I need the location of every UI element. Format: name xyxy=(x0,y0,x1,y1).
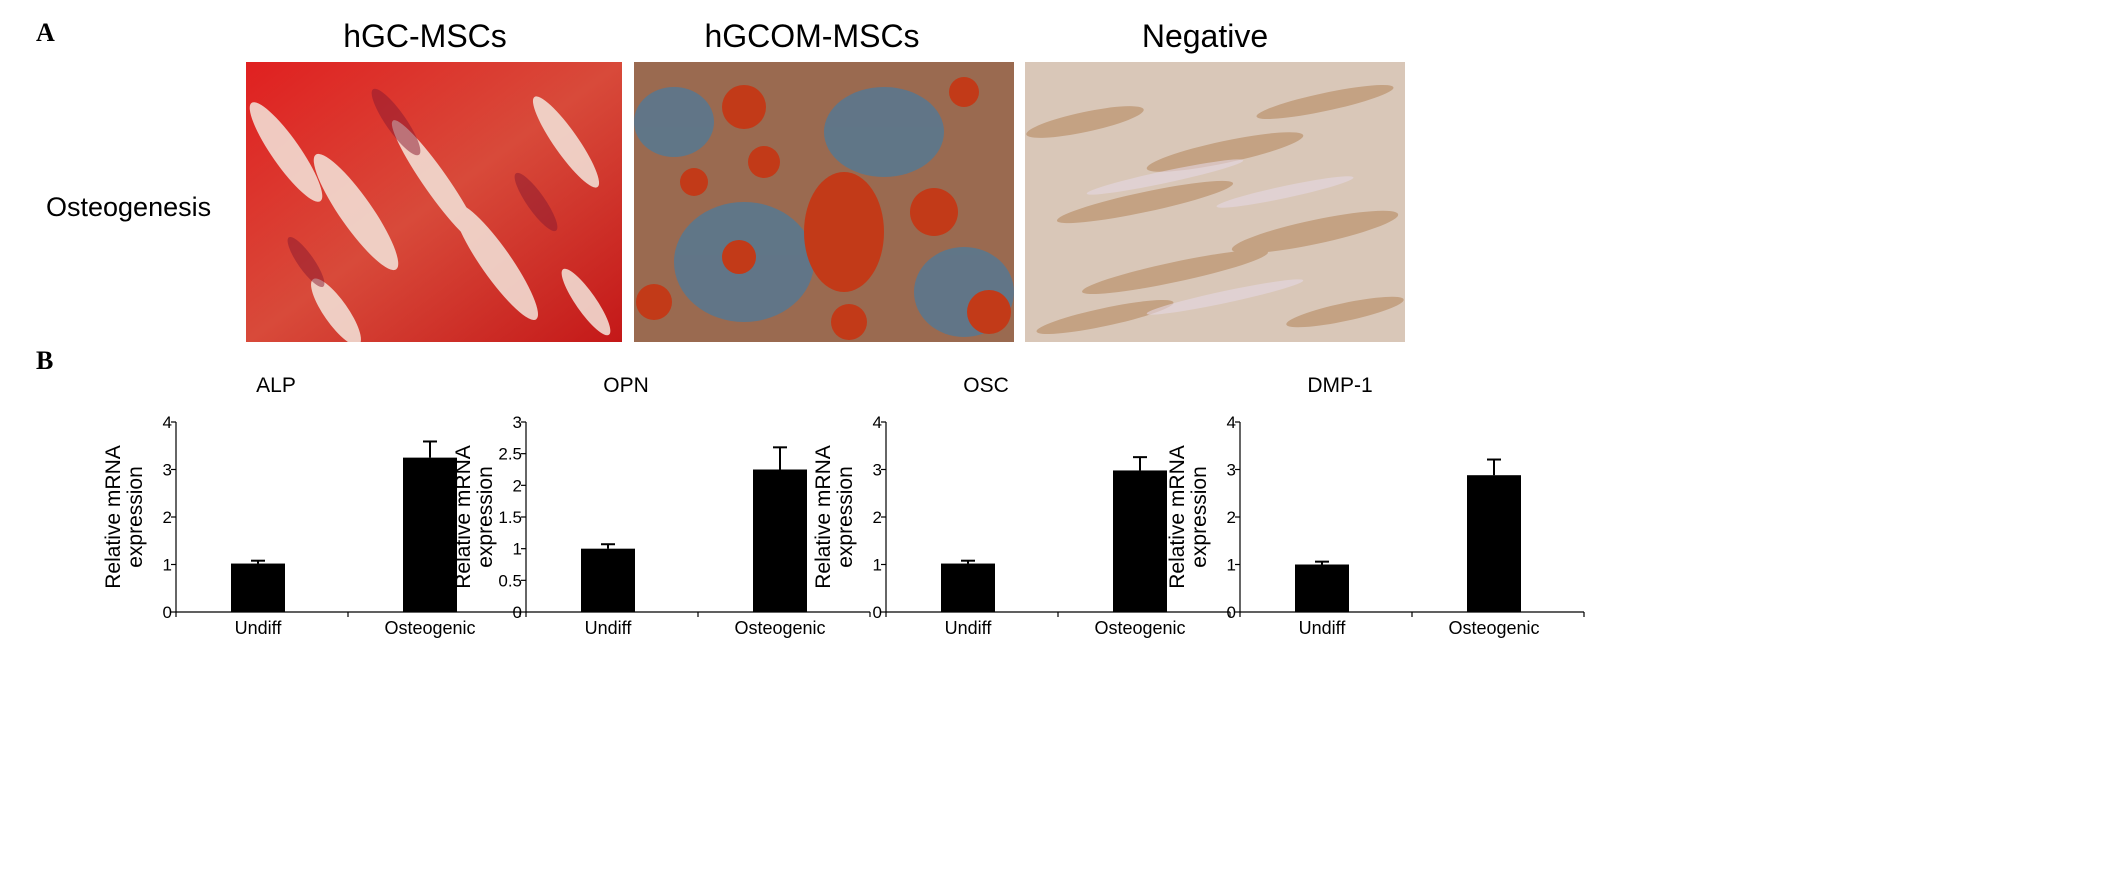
panel-b-letter: B xyxy=(36,346,54,375)
chart-title: OSC xyxy=(963,374,1009,397)
chart-alp: ALP Relative mRNA expression 0 1 2 3 4 Undiff Ost… xyxy=(100,360,521,660)
chart-title: ALP xyxy=(256,374,296,397)
x-category-label: Undiff xyxy=(1299,618,1347,638)
y-tick-label: 3 xyxy=(1227,461,1236,480)
y-tick-label: 0 xyxy=(873,603,882,622)
bar-osteogenic xyxy=(753,469,807,612)
y-tick-label: 2 xyxy=(163,508,172,527)
micrograph-negative xyxy=(1025,62,1405,342)
column-title-negative: Negative xyxy=(1141,18,1269,54)
y-axis-label-line: Relative mRNA xyxy=(452,445,475,589)
y-axis-label: Relative mRNA expression xyxy=(102,445,147,589)
chart-title: DMP-1 xyxy=(1307,374,1372,397)
chart-opn: OPN Relative mRNA expression 0 0.5 1 1.5 2 2.5 3 U… xyxy=(450,360,871,660)
y-tick-label: 3 xyxy=(873,461,882,480)
y-axis-label: Relative mRNA expression xyxy=(1166,445,1211,589)
y-tick-label: 1 xyxy=(513,540,522,559)
x-category-label: Osteogenic xyxy=(1094,618,1185,638)
y-tick-label: 0 xyxy=(513,603,522,622)
y-axis-label-line: Relative mRNA xyxy=(102,445,125,589)
y-axis-label-line: Relative mRNA xyxy=(812,445,835,589)
chart-dmp-1-svg: DMP-1 Relative mRNA expression 0 1 2 3 4 Undiff O… xyxy=(1166,374,1585,638)
y-tick-label: 3 xyxy=(163,461,172,480)
y-tick-label: 1 xyxy=(873,556,882,575)
panel-a-letter: A xyxy=(36,18,55,47)
micrograph-hgc-mscs xyxy=(246,62,622,342)
bar-osteogenic xyxy=(1467,475,1521,612)
y-tick-label: 1 xyxy=(1227,556,1236,575)
y-tick-label: 0 xyxy=(163,603,172,622)
y-axis-label: Relative mRNA expression xyxy=(452,445,497,589)
y-tick-label: 2.5 xyxy=(498,445,522,464)
x-category-label: Osteogenic xyxy=(1448,618,1539,638)
bar-undiff xyxy=(941,563,995,612)
x-category-label: Osteogenic xyxy=(734,618,825,638)
y-tick-label: 4 xyxy=(1227,413,1236,432)
micrograph-hgcom-mscs xyxy=(634,62,1014,342)
bar-undiff xyxy=(1295,564,1349,612)
y-axis-label: Relative mRNA expression xyxy=(812,445,857,589)
y-tick-label: 1.5 xyxy=(498,508,522,527)
bar-undiff xyxy=(231,563,285,612)
bar-undiff xyxy=(581,548,635,612)
chart-dmp-1: DMP-1 Relative mRNA expression 0 1 2 3 4 Undiff O… xyxy=(1164,360,1585,660)
column-title-hgc-mscs: hGC-MSCs xyxy=(343,18,507,54)
y-tick-label: 2 xyxy=(873,508,882,527)
y-tick-label: 4 xyxy=(163,413,172,432)
chart-title: OPN xyxy=(603,374,649,397)
y-axis-label-line: expression xyxy=(834,466,857,568)
y-axis-label-line: expression xyxy=(124,466,147,568)
x-category-label: Osteogenic xyxy=(384,618,475,638)
x-category-label: Undiff xyxy=(945,618,993,638)
y-axis-label-line: expression xyxy=(1188,466,1211,568)
row-label-osteogenesis: Osteogenesis xyxy=(46,192,212,222)
y-axis-label-line: expression xyxy=(474,466,497,568)
bar-osteogenic xyxy=(1113,470,1167,612)
y-tick-label: 0.5 xyxy=(498,571,522,590)
y-tick-label: 2 xyxy=(1227,508,1236,527)
x-category-label: Undiff xyxy=(585,618,633,638)
bar-osteogenic xyxy=(403,457,457,612)
chart-osc: OSC Relative mRNA expression 0 1 2 3 4 Undiff Ost… xyxy=(810,360,1231,660)
y-tick-label: 1 xyxy=(163,556,172,575)
y-tick-label: 2 xyxy=(513,476,522,495)
y-tick-label: 3 xyxy=(513,413,522,432)
x-category-label: Undiff xyxy=(235,618,283,638)
column-title-hgcom-mscs: hGCOM-MSCs xyxy=(704,18,920,54)
y-axis-label-line: Relative mRNA xyxy=(1166,445,1189,589)
y-tick-label: 4 xyxy=(873,413,882,432)
y-tick-label: 0 xyxy=(1227,603,1236,622)
